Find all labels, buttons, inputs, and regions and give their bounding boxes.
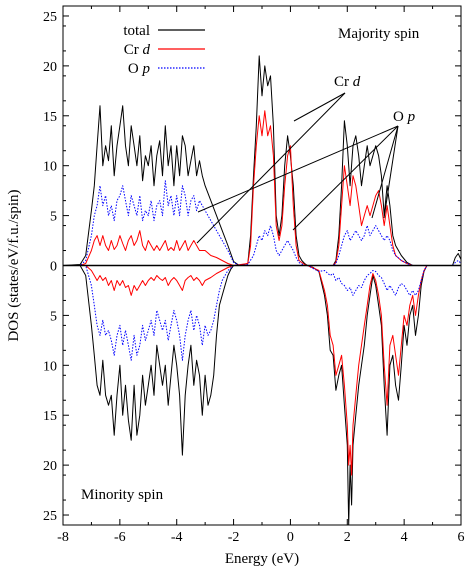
legend-label: total xyxy=(123,23,150,39)
x-tick-label: 0 xyxy=(287,530,294,545)
annotation-o-p-text: O p xyxy=(393,109,416,125)
y-axis-label: DOS (states/eV/f.u./spin) xyxy=(6,189,22,341)
annotation-cr-d-text: Cr d xyxy=(334,74,361,90)
annotation-o-p-pointer-3 xyxy=(371,125,399,219)
series-o-p-up xyxy=(63,180,462,266)
y-tick-label: 5 xyxy=(50,210,57,225)
annotation-cr-d-pointer-1 xyxy=(293,92,346,122)
ticks-layer xyxy=(62,6,462,526)
labels-layer: -8 -6 -4 -2 0 2 4 6 25 20 15 10 5 0 5 10 15 20 25 xyxy=(43,10,465,545)
legend-label: Cr d xyxy=(124,42,151,58)
y-tick-label: 25 xyxy=(43,509,57,524)
y-tick-label: 5 xyxy=(50,309,57,324)
series-total-down xyxy=(63,265,428,526)
majority-spin-label: Majority spin xyxy=(338,26,420,42)
minority-spin-label: Minority spin xyxy=(81,487,164,503)
x-tick-label: -8 xyxy=(57,530,69,545)
y-tick-label: 25 xyxy=(43,10,57,25)
annotation-o-p-pointer-4 xyxy=(383,125,399,219)
annotation-o-p: O p xyxy=(197,109,416,231)
annotation-cr-d-pointer-2 xyxy=(196,92,346,244)
series-layer xyxy=(62,55,462,526)
x-axis-label: Energy (eV) xyxy=(225,551,299,567)
y-tick-label: 0 xyxy=(50,260,57,275)
y-tick-label: 20 xyxy=(43,60,57,75)
y-tick-label: 15 xyxy=(43,409,57,424)
legend: total Cr d O p xyxy=(123,23,205,77)
y-tick-label: 15 xyxy=(43,110,57,125)
x-tick-label: -2 xyxy=(228,530,240,545)
y-tick-label: 10 xyxy=(43,359,57,374)
annotation-o-p-pointer-1 xyxy=(197,125,399,213)
y-tick-label: 10 xyxy=(43,160,57,175)
y-tick-label: 20 xyxy=(43,459,57,474)
x-tick-label: -4 xyxy=(171,530,183,545)
x-tick-label: 6 xyxy=(458,530,465,545)
series-total-up xyxy=(62,55,462,266)
series-cr-d-up xyxy=(63,110,461,266)
series-cr-d-down xyxy=(63,265,461,476)
legend-label: O p xyxy=(128,61,151,77)
x-tick-label: 2 xyxy=(344,530,351,545)
series-o-p-down xyxy=(63,265,461,361)
x-tick-label: -6 xyxy=(114,530,126,545)
annotation-o-p-pointer-2 xyxy=(292,125,399,231)
x-tick-label: 4 xyxy=(401,530,408,545)
annotation-cr-d: Cr d xyxy=(196,74,361,244)
